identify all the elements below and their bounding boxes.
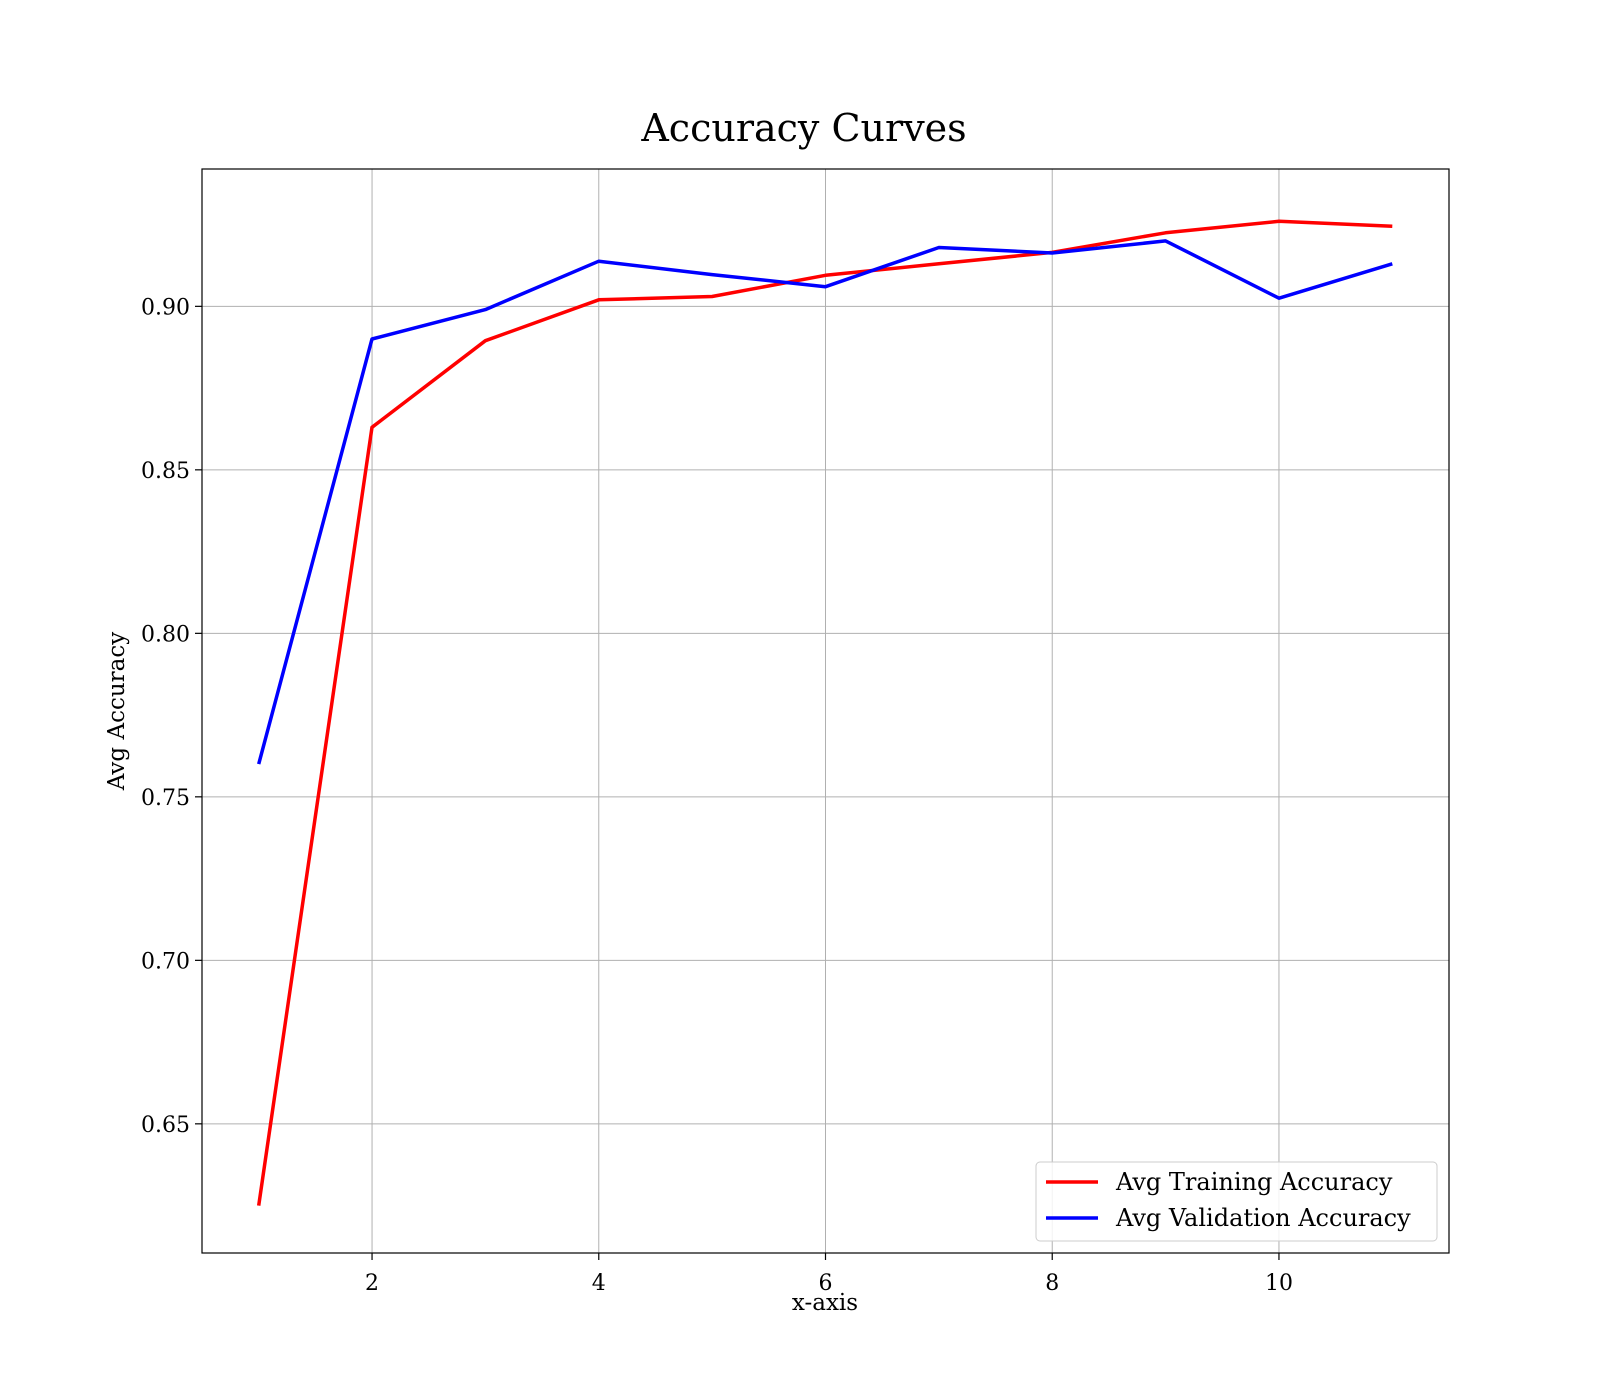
chart-title: Accuracy Curves xyxy=(640,106,966,150)
y-tick-label: 0.90 xyxy=(141,295,190,320)
y-tick-label: 0.65 xyxy=(141,1113,190,1138)
y-axis-label: Avg Accuracy xyxy=(104,632,130,791)
y-tick-label: 0.85 xyxy=(141,459,190,484)
x-tick-label: 2 xyxy=(365,1271,379,1296)
series-lines xyxy=(256,219,1393,1206)
axis-ticks: 2 4 6 8 10 0.65 0.70 0.75 0.80 0.85 0.90 xyxy=(141,295,1293,1296)
y-tick-label: 0.75 xyxy=(141,786,190,811)
y-tick-label: 0.80 xyxy=(141,622,190,647)
x-tick-label: 8 xyxy=(1045,1271,1059,1296)
y-tick-label: 0.70 xyxy=(141,949,190,974)
validation-accuracy-line xyxy=(257,239,1393,765)
legend: Avg Training Accuracy Avg Validation Acc… xyxy=(1035,1161,1438,1242)
x-tick-label: 4 xyxy=(592,1271,606,1296)
x-tick-label: 6 xyxy=(819,1271,833,1296)
x-axis-label: x-axis xyxy=(792,1290,858,1316)
training-accuracy-line xyxy=(256,219,1393,1206)
legend-label-validation: Avg Validation Accuracy xyxy=(1115,1204,1411,1232)
grid-lines xyxy=(202,169,1449,1253)
legend-box xyxy=(1035,1161,1438,1242)
legend-label-training: Avg Training Accuracy xyxy=(1115,1168,1393,1196)
x-tick-label: 10 xyxy=(1265,1271,1293,1296)
